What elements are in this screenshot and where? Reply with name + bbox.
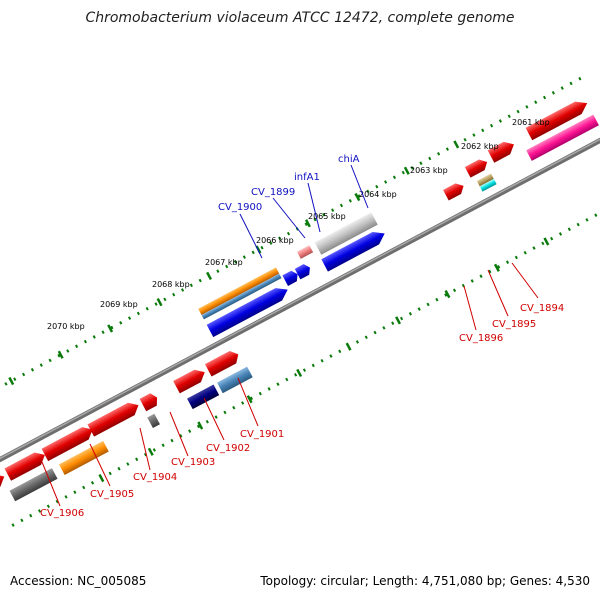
- gene-arrow[interactable]: [282, 269, 300, 286]
- ruler-label: 2064 kbp: [359, 190, 397, 199]
- gene-block[interactable]: [476, 173, 494, 187]
- gene-label-CV_1895[interactable]: CV_1895: [492, 319, 536, 330]
- ruler-label: 2069 kbp: [100, 300, 138, 309]
- ruler-label: 2061 kbp: [512, 118, 550, 127]
- lower-left-leader-lines: [41, 377, 259, 507]
- ruler-label: 2066 kbp: [256, 236, 294, 245]
- upper-leader-lines: [239, 164, 369, 259]
- backbone-highlight: [0, 120, 600, 479]
- gene-label-CV_1899[interactable]: CV_1899: [251, 187, 295, 198]
- ruler-label: 2062 kbp: [461, 142, 499, 151]
- ruler-label: 2063 kbp: [410, 166, 448, 175]
- genome-backbone: [0, 119, 600, 481]
- gene-label-CV_1894[interactable]: CV_1894: [520, 303, 564, 314]
- gene-arrow[interactable]: [4, 449, 48, 481]
- gene-arrow[interactable]: [206, 283, 291, 338]
- gene-block[interactable]: [9, 468, 58, 502]
- gene-label-chiA[interactable]: chiA: [338, 154, 360, 165]
- gene-block[interactable]: [297, 245, 314, 259]
- gene-arrow[interactable]: [173, 366, 208, 394]
- gene-label-CV_1905[interactable]: CV_1905: [90, 489, 134, 500]
- map-title: Chromobacterium violaceum ATCC 12472, co…: [85, 10, 515, 26]
- gene-block[interactable]: [479, 178, 497, 192]
- gene-label-CV_1900[interactable]: CV_1900: [218, 202, 262, 213]
- upper-major-ticks: [8, 140, 460, 386]
- accession-text: Accession: NC_005085: [10, 574, 147, 588]
- gene-arrow[interactable]: [487, 138, 518, 163]
- gene-arrow[interactable]: [0, 470, 8, 500]
- gene-arrow[interactable]: [525, 97, 591, 141]
- gene-label-CV_1906[interactable]: CV_1906: [40, 508, 84, 519]
- gene-block[interactable]: [58, 440, 109, 475]
- ruler-label: 2068 kbp: [152, 280, 190, 289]
- gene-arrow[interactable]: [443, 181, 466, 201]
- ruler-label: 2070 kbp: [47, 322, 85, 331]
- gene-label-CV_1896[interactable]: CV_1896: [459, 333, 503, 344]
- lower-right-leader-lines: [463, 262, 539, 331]
- gene-block[interactable]: [198, 267, 280, 315]
- gene-arrow[interactable]: [294, 262, 313, 280]
- upper-scale-dots: [0, 73, 589, 414]
- gene-block[interactable]: [147, 413, 160, 429]
- gene-arrow[interactable]: [139, 391, 161, 412]
- genome-summary-text: Topology: circular; Length: 4,751,080 bp…: [260, 574, 590, 588]
- ruler-label: 2067 kbp: [205, 258, 243, 267]
- gene-block[interactable]: [217, 366, 253, 394]
- ruler-label: 2065 kbp: [308, 212, 346, 221]
- gene-label-CV_1904[interactable]: CV_1904: [133, 472, 177, 483]
- lower-major-ticks: [98, 237, 550, 483]
- gene-block[interactable]: [187, 384, 220, 410]
- gene-label-infA1[interactable]: infA1: [294, 172, 320, 183]
- gene-label-CV_1903[interactable]: CV_1903: [171, 457, 215, 468]
- gene-arrow[interactable]: [321, 227, 388, 272]
- gene-arrow[interactable]: [87, 399, 141, 437]
- gene-arrow[interactable]: [41, 423, 96, 462]
- gene-label-CV_1902[interactable]: CV_1902: [206, 443, 250, 454]
- gene-label-CV_1901[interactable]: CV_1901: [240, 429, 284, 440]
- gene-block[interactable]: [314, 212, 378, 255]
- gene-block[interactable]: [201, 273, 282, 320]
- gene-arrow[interactable]: [526, 114, 599, 161]
- gene-arrow[interactable]: [464, 157, 490, 178]
- gene-arrow[interactable]: [204, 348, 242, 377]
